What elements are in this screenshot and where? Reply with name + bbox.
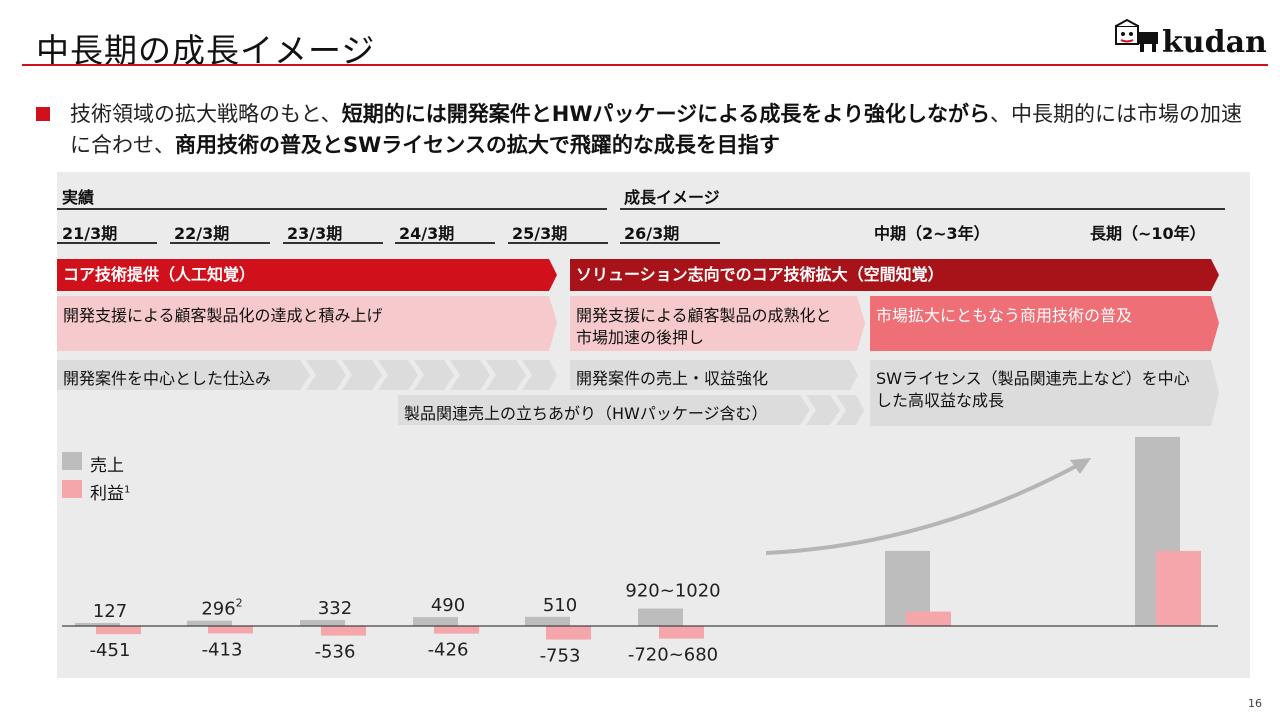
profit-bar — [906, 611, 951, 626]
profit-bar — [321, 626, 366, 636]
lead-statement: 技術領域の拡大戦略のもと、短期的には開発案件とHWパッケージによる成長をより強化… — [70, 99, 1260, 161]
gray-band-4 — [870, 360, 1219, 426]
legend-sales-label: 売上 — [90, 456, 124, 476]
legend-profit-label: 利益1 — [90, 479, 130, 504]
pink-band-2 — [570, 296, 865, 351]
pink-band-3-label: 市場拡大にともなう商用技術の普及 — [876, 306, 1133, 325]
solution-band-label: ソリューション志向でのコア技術拡大（空間知覚） — [576, 265, 944, 284]
profit-value-label: -413 — [202, 639, 243, 660]
legend-profit-text: 利益 — [90, 484, 124, 504]
pink-band-3 — [870, 296, 1219, 351]
bullet-icon — [36, 107, 50, 121]
period-rule — [57, 242, 157, 244]
sales-value-label: 332 — [318, 598, 352, 619]
period-label: 中期（2~3年） — [874, 224, 990, 243]
sales-value-label: 920~1020 — [625, 581, 720, 602]
sales-value-label: 490 — [431, 595, 465, 616]
pink-band-1-label: 開発支援による顧客製品化の達成と積み上げ — [63, 306, 383, 325]
page-title: 中長期の成長イメージ — [36, 31, 376, 70]
actual-header-rule — [57, 208, 607, 210]
gray-band-4-label: SWライセンス（製品関連売上など）を中心した高収益な成長 — [876, 369, 1190, 410]
growth-header: 成長イメージ — [624, 188, 720, 207]
profit-value-label: -451 — [90, 640, 131, 661]
period-label: 22/3期 — [174, 224, 230, 243]
gray-band-1-label: 開発案件を中心とした仕込み — [63, 369, 272, 388]
page-number: 16 — [1248, 697, 1262, 710]
period-label: 21/3期 — [62, 224, 118, 243]
sales-bar — [187, 620, 232, 626]
sales-bar — [300, 620, 345, 626]
period-label: 23/3期 — [287, 224, 343, 243]
profit-value-label: -720~680 — [628, 645, 718, 666]
period-rule — [508, 242, 608, 244]
lead-part3: 、中長期的には市場の加速に合わせ、 — [70, 102, 1243, 157]
profit-bar — [208, 626, 253, 634]
period-label: 24/3期 — [399, 224, 455, 243]
profit-bar — [659, 626, 704, 639]
legend-profit-swatch — [62, 480, 82, 498]
gray-chevrons-3 — [398, 395, 864, 425]
profit-value-label: -753 — [540, 646, 581, 667]
growth-trend-arrow — [765, 462, 1081, 555]
growth-arrowhead — [1070, 458, 1091, 474]
gray-band-3-label: 製品関連売上の立ちあがり（HWパッケージ含む） — [404, 404, 768, 423]
period-label: 長期（~10年） — [1090, 224, 1206, 243]
sales-value-label: 127 — [93, 601, 127, 622]
lead-part2-bold: 短期的には開発案件とHWパッケージによる成長をより強化しながら — [341, 102, 991, 126]
sales-bar — [75, 623, 120, 626]
period-label: 25/3期 — [512, 224, 568, 243]
logo-wordmark: kudan — [1162, 25, 1267, 60]
legend-profit-footnote: 1 — [124, 484, 131, 496]
profit-bar — [96, 626, 141, 635]
sales-label-footnote: 2 — [236, 597, 243, 610]
sales-bar — [413, 617, 458, 626]
profit-value-label: -426 — [428, 640, 469, 661]
kudan-logo-mark: kudan — [1115, 18, 1267, 60]
legend-sales-swatch — [62, 452, 82, 470]
period-rule — [283, 242, 383, 244]
profit-bar — [1156, 550, 1201, 626]
profit-value-label: -536 — [315, 642, 356, 663]
sales-value-label: 510 — [543, 595, 577, 616]
sales-bar — [525, 616, 570, 626]
gray-band-2-label: 開発案件の売上・収益強化 — [576, 369, 769, 388]
period-rule — [170, 242, 270, 244]
lead-part1: 技術領域の拡大戦略のもと、 — [70, 102, 342, 126]
solution-band-arrow — [570, 259, 1219, 291]
period-rule — [395, 242, 495, 244]
core-band-arrow — [57, 259, 557, 291]
core-band-label: コア技術提供（人工知覚） — [63, 265, 256, 284]
lead-part4-bold: 商用技術の普及とSWライセンスの拡大で飛躍的な成長を目指す — [175, 133, 780, 157]
title-underline — [22, 64, 1268, 66]
pink-band-2-label: 開発支援による顧客製品の成熟化と市場加速の後押し — [576, 306, 832, 347]
sales-value-label: 2962 — [201, 597, 242, 620]
kudan-logo: kudan — [1110, 18, 1268, 62]
period-rule — [620, 242, 720, 244]
actual-header: 実績 — [62, 188, 95, 207]
growth-header-rule — [620, 208, 1225, 210]
pink-band-1 — [57, 296, 557, 351]
gray-chevrons-1 — [57, 360, 557, 390]
period-label: 26/3期 — [624, 224, 680, 243]
sales-bar — [638, 608, 683, 626]
gray-band-2 — [570, 360, 858, 390]
profit-bar — [546, 626, 591, 640]
profit-bar — [434, 626, 479, 634]
